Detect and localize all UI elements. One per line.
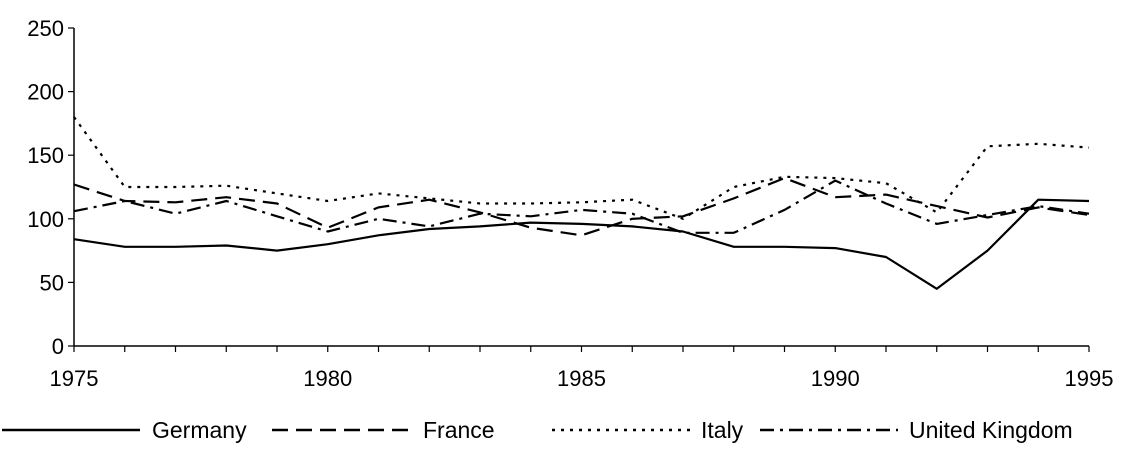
legend-label: United Kingdom bbox=[909, 417, 1073, 443]
series-line-united-kingdom bbox=[73, 179, 1090, 234]
legend-item-italy: Italy bbox=[552, 417, 744, 443]
x-tick-label: 1990 bbox=[811, 366, 860, 391]
legend-item-germany: Germany bbox=[2, 417, 247, 443]
legend-label: Italy bbox=[701, 417, 744, 443]
series-layer bbox=[73, 116, 1090, 290]
series-line-italy bbox=[73, 116, 1090, 220]
legend-label: Germany bbox=[152, 417, 247, 443]
x-tick-label: 1995 bbox=[1065, 366, 1114, 391]
series-line-germany bbox=[73, 198, 1090, 290]
x-tick-label: 1985 bbox=[557, 366, 606, 391]
y-tick-label: 200 bbox=[27, 80, 64, 105]
y-tick-label: 100 bbox=[27, 207, 64, 232]
x-tick-label: 1980 bbox=[303, 366, 352, 391]
y-tick-label: 250 bbox=[27, 16, 64, 41]
x-tick-label: 1975 bbox=[50, 366, 99, 391]
y-tick-label: 150 bbox=[27, 143, 64, 168]
legend: Germany France Italy United Kingdom bbox=[2, 417, 1073, 443]
series-line-france bbox=[73, 177, 1090, 237]
legend-label: France bbox=[423, 417, 495, 443]
legend-item-france: France bbox=[272, 417, 495, 443]
y-tick-label: 0 bbox=[52, 334, 64, 359]
y-tick-label: 50 bbox=[40, 270, 64, 295]
axes: 0 50 100 150 200 250 1975 1980 1985 1990 1995 bbox=[27, 16, 1113, 391]
legend-item-united-kingdom: United Kingdom bbox=[760, 417, 1073, 443]
